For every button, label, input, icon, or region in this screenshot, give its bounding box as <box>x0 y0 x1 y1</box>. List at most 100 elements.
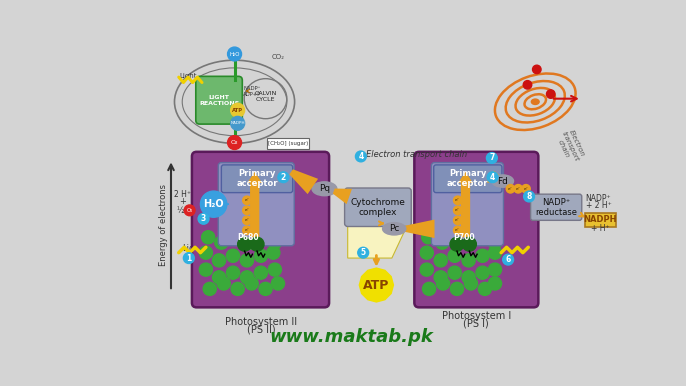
Circle shape <box>267 246 280 259</box>
Text: Photosystem I: Photosystem I <box>442 311 511 321</box>
Text: Cytochrome
complex: Cytochrome complex <box>351 198 405 217</box>
Circle shape <box>434 271 447 284</box>
Text: Fd: Fd <box>497 176 508 186</box>
Circle shape <box>423 282 436 295</box>
Text: e⁻: e⁻ <box>523 187 528 191</box>
Circle shape <box>243 226 251 235</box>
Text: www.maktab.pk: www.maktab.pk <box>270 328 434 346</box>
Ellipse shape <box>532 99 539 105</box>
FancyBboxPatch shape <box>192 152 329 307</box>
Circle shape <box>451 282 464 295</box>
Circle shape <box>523 81 532 89</box>
Text: 6: 6 <box>506 255 511 264</box>
Circle shape <box>243 206 251 215</box>
Text: ½: ½ <box>176 206 184 215</box>
Text: P680: P680 <box>237 233 259 242</box>
FancyBboxPatch shape <box>431 163 504 246</box>
Circle shape <box>245 277 258 290</box>
Circle shape <box>184 205 195 216</box>
Text: e⁻: e⁻ <box>456 218 460 222</box>
Circle shape <box>200 191 227 217</box>
Circle shape <box>547 90 555 98</box>
Polygon shape <box>333 186 353 207</box>
Circle shape <box>230 103 245 117</box>
Circle shape <box>202 231 215 244</box>
Text: 1: 1 <box>186 254 191 262</box>
Text: e⁻: e⁻ <box>244 208 250 212</box>
Polygon shape <box>458 172 473 237</box>
Polygon shape <box>405 217 434 241</box>
Text: 2: 2 <box>281 173 286 182</box>
Text: e⁻: e⁻ <box>244 229 250 232</box>
Circle shape <box>226 266 239 279</box>
Circle shape <box>255 266 268 279</box>
Text: 4: 4 <box>490 173 495 182</box>
Text: e⁻: e⁻ <box>508 187 513 191</box>
Polygon shape <box>348 223 408 258</box>
FancyBboxPatch shape <box>585 213 616 227</box>
Text: e⁻: e⁻ <box>456 198 460 202</box>
Circle shape <box>503 254 514 265</box>
Text: 7: 7 <box>489 154 495 163</box>
Text: Pq: Pq <box>319 184 330 193</box>
Circle shape <box>436 277 449 290</box>
Circle shape <box>231 282 244 295</box>
Text: [CH₂O] (sugar): [CH₂O] (sugar) <box>268 141 308 146</box>
Text: Electron transport chain: Electron transport chain <box>366 150 467 159</box>
Ellipse shape <box>492 175 514 187</box>
FancyBboxPatch shape <box>222 165 293 193</box>
FancyBboxPatch shape <box>218 163 294 246</box>
Circle shape <box>255 249 268 262</box>
Circle shape <box>449 232 463 245</box>
Circle shape <box>477 232 490 245</box>
Text: Primary
acceptor: Primary acceptor <box>447 169 488 188</box>
Circle shape <box>183 253 194 264</box>
FancyBboxPatch shape <box>344 188 411 227</box>
Text: O₂: O₂ <box>230 140 238 145</box>
Text: 2 H⁺: 2 H⁺ <box>174 190 191 199</box>
Circle shape <box>462 271 475 284</box>
Circle shape <box>448 266 461 279</box>
Circle shape <box>268 263 281 276</box>
Circle shape <box>453 226 462 235</box>
Circle shape <box>200 246 213 259</box>
Circle shape <box>213 271 226 284</box>
Text: Light: Light <box>182 244 204 253</box>
Circle shape <box>256 232 269 245</box>
Circle shape <box>436 236 449 249</box>
Text: e⁻: e⁻ <box>456 229 460 232</box>
Circle shape <box>476 266 489 279</box>
Circle shape <box>217 277 230 290</box>
Text: Electron
transport
chain: Electron transport chain <box>554 127 586 165</box>
Circle shape <box>358 247 368 258</box>
Text: NADP⁺: NADP⁺ <box>586 194 611 203</box>
Circle shape <box>453 206 462 215</box>
Text: ATP: ATP <box>363 279 390 291</box>
Circle shape <box>243 196 251 205</box>
Circle shape <box>243 236 256 249</box>
Text: ATP: ATP <box>232 108 244 113</box>
Circle shape <box>450 237 464 251</box>
Circle shape <box>464 236 477 249</box>
Circle shape <box>420 246 434 259</box>
Polygon shape <box>485 171 505 184</box>
Circle shape <box>448 249 461 262</box>
Text: + 2 H⁺: + 2 H⁺ <box>586 201 611 210</box>
Circle shape <box>272 277 285 290</box>
Circle shape <box>521 185 530 193</box>
Circle shape <box>240 254 254 267</box>
Text: ADP+P: ADP+P <box>243 92 261 97</box>
Text: NADPH: NADPH <box>584 215 617 224</box>
Circle shape <box>240 271 254 284</box>
Circle shape <box>237 237 252 251</box>
FancyBboxPatch shape <box>434 165 502 193</box>
Circle shape <box>523 191 534 202</box>
Text: NADPH: NADPH <box>230 121 245 125</box>
Ellipse shape <box>312 182 337 196</box>
Text: CALVIN
CYCLE: CALVIN CYCLE <box>255 91 276 102</box>
Circle shape <box>278 172 289 183</box>
Text: 4: 4 <box>358 152 364 161</box>
Text: O₂: O₂ <box>187 208 193 213</box>
Polygon shape <box>289 169 320 196</box>
Text: +: + <box>179 197 186 207</box>
